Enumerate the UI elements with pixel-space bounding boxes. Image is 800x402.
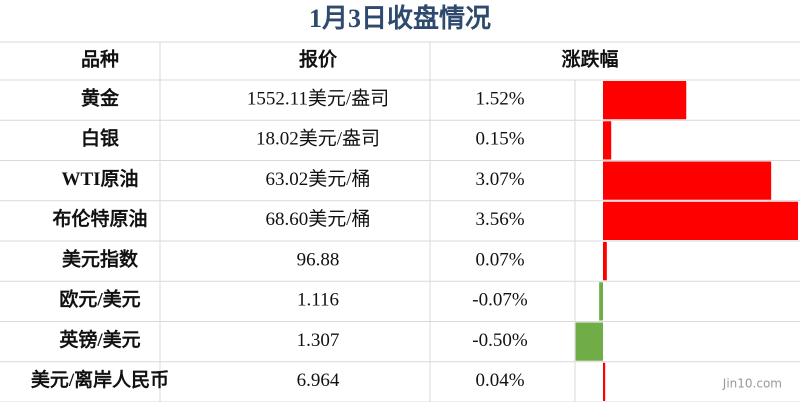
price: 1552.11美元/盎司 (247, 87, 389, 109)
change-bar (603, 121, 612, 160)
change-label: -0.07% (472, 290, 528, 311)
price: 63.02美元/桶 (265, 168, 370, 190)
change-bar (603, 242, 607, 281)
price: 68.60美元/桶 (265, 208, 370, 230)
row-name: 美元指数 (62, 247, 139, 270)
change-bar (603, 201, 798, 240)
table-title: 1月3日收盘情况 (309, 3, 491, 33)
change-label: 0.07% (475, 249, 524, 270)
change-label: 3.07% (475, 169, 524, 190)
change-label: -0.50% (472, 330, 528, 351)
price: 6.964 (297, 370, 340, 391)
price: 96.88 (297, 249, 340, 270)
column-header: 涨跌幅 (561, 47, 618, 70)
change-label: 3.56% (475, 209, 524, 230)
column-header: 报价 (299, 47, 338, 70)
row-name: 白银 (81, 127, 120, 150)
row-name: 美元/离岸人民币 (31, 368, 169, 391)
change-label: 1.52% (475, 88, 524, 109)
change-label: 0.04% (475, 370, 524, 391)
row-name: WTI原油 (61, 168, 138, 190)
row-name: 布伦特原油 (52, 207, 147, 230)
price: 18.02美元/盎司 (256, 128, 380, 150)
change-bar (603, 362, 606, 401)
row-name: 黄金 (81, 86, 120, 109)
change-bar (599, 282, 603, 321)
row-name: 欧元/美元 (59, 288, 140, 311)
change-bar (603, 161, 772, 200)
change-bar (575, 322, 603, 361)
watermark: Jin10.com (722, 377, 782, 391)
price: 1.116 (297, 290, 339, 311)
row-name: 英镑/美元 (59, 328, 140, 351)
column-header: 品种 (81, 48, 119, 70)
change-bar (603, 81, 687, 120)
change-label: 0.15% (475, 129, 524, 150)
price: 1.307 (297, 330, 340, 351)
